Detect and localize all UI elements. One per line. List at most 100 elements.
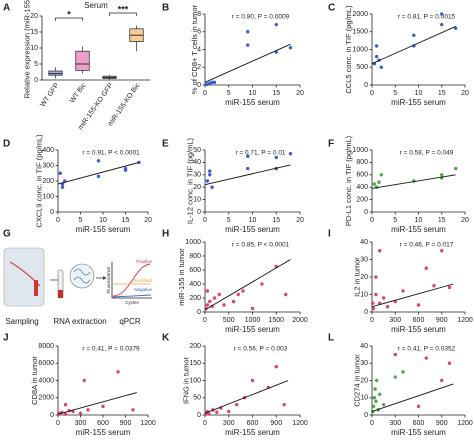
panel-letter: K [162, 333, 170, 344]
annotation: r = 0.41, P = 0.0352 [398, 346, 456, 353]
x-axis-label: miR-155 serum [76, 225, 131, 234]
x-tick-label: 5 [227, 90, 231, 97]
annotation: r = 0.91, P < 0.0001 [82, 150, 140, 157]
y-axis-label: miR-155 in tumor [177, 248, 186, 306]
y-tick-label: 1000 [352, 147, 368, 154]
point [250, 306, 255, 311]
fit-line [204, 43, 291, 83]
point [241, 289, 245, 293]
y-axis-label: CXCL9 conc. in TIF (pg/mL) [34, 134, 43, 228]
y-tick-label: 30 [360, 360, 368, 367]
y-tick-label: 20 [193, 184, 201, 191]
x-axis-label: miR-155 serum [225, 225, 280, 234]
x-tick-label: 300 [389, 317, 401, 324]
x-tick-label: 20 [461, 90, 469, 97]
point [401, 370, 405, 374]
x-tick-label: 15 [122, 217, 130, 224]
panel-letter: D [3, 139, 10, 150]
y-tick-label: 400 [356, 184, 368, 191]
y-tick-label: 2 [197, 64, 201, 71]
panel-letter: G [3, 229, 11, 240]
point [205, 303, 210, 307]
x-tick-label: 0 [203, 217, 207, 224]
point [447, 285, 452, 290]
annotation: r = 0.56, P = 0.003 [234, 346, 288, 353]
point [416, 404, 421, 409]
point [246, 166, 250, 171]
point [378, 249, 382, 253]
point [393, 375, 397, 379]
y-tick-label: 0 [197, 82, 201, 89]
panel-title: Serum [84, 1, 108, 10]
point [250, 378, 255, 383]
point [82, 378, 86, 383]
point [131, 408, 135, 412]
point [371, 404, 376, 409]
x-tick-label: WT Bic [69, 82, 88, 105]
y-axis-label: CCL5 conc. in TIF (pg/mL) [344, 5, 353, 94]
point [282, 402, 286, 407]
point [374, 44, 379, 48]
y-tick-label: 200 [189, 295, 201, 302]
x-tick-label: 15 [438, 217, 446, 224]
x-tick-label: 20 [144, 217, 152, 224]
x-tick-label: 0 [56, 420, 60, 427]
panel-letter: F [328, 139, 334, 150]
point [236, 292, 240, 297]
annotation: r = 0.46, P = 0.017 [400, 242, 454, 249]
y-tick-label: 40 [193, 159, 201, 166]
y-axis-label: PD-L1 conc. in TIF (pg/mL) [344, 135, 353, 226]
point [424, 356, 428, 360]
point [205, 179, 210, 183]
x-tick-label: 1500 [268, 317, 284, 324]
y-tick-label: 400 [42, 147, 54, 154]
point [440, 249, 444, 253]
point [374, 399, 378, 403]
y-axis-label: CD274 in tumor [353, 354, 362, 407]
x-tick-label: 0 [370, 90, 374, 97]
point [227, 409, 231, 414]
annotation: r = 0.41, P = 0.0379 [82, 346, 140, 353]
x-tick-label: 15 [438, 90, 446, 97]
y-tick-label: 0 [364, 209, 368, 216]
box [48, 70, 63, 76]
x-tick-label: 900 [436, 420, 448, 427]
y-tick-label: 800 [356, 159, 368, 166]
x-tick-label: 20 [461, 217, 469, 224]
y-tick-label: 40 [360, 239, 368, 246]
x-tick-label: 1200 [457, 317, 473, 324]
y-tick-label: 2000 [38, 395, 54, 402]
x-tick-label: 10 [249, 217, 257, 224]
x-tick-label: 20 [296, 217, 304, 224]
y-tick-label: 150 [189, 360, 201, 367]
panel-letter: L [328, 333, 334, 344]
point [377, 180, 381, 184]
point [207, 412, 211, 416]
x-tick-label: 1000 [245, 317, 261, 324]
x-tick-label: 900 [120, 420, 132, 427]
y-tick-label: 500 [356, 64, 368, 71]
y-tick-label: 4000 [38, 377, 54, 384]
sampling-illustration [3, 247, 152, 307]
point [96, 174, 101, 179]
x-tick-label: 0 [370, 317, 374, 324]
y-axis-label: Relative expression (miR-155) [23, 0, 32, 98]
fit-line [204, 380, 289, 414]
y-tick-label: 4 [197, 46, 201, 53]
x-axis-label: miR-155 serum [225, 98, 280, 107]
x-tick-label: 1200 [292, 420, 308, 427]
point [381, 296, 386, 300]
x-tick-label: 0 [203, 420, 207, 427]
significance-bracket [109, 12, 137, 16]
y-tick-label: 0 [197, 209, 201, 216]
point [440, 173, 444, 177]
point [374, 275, 378, 279]
point [416, 303, 421, 307]
point [78, 411, 83, 415]
curve-label: Positive [136, 259, 152, 264]
x-tick-label: 10 [249, 90, 257, 97]
panel-letter: J [3, 333, 9, 344]
point [63, 402, 68, 407]
x-tick-label: 500 [223, 317, 235, 324]
x-tick-label: WT GFP [39, 82, 60, 108]
